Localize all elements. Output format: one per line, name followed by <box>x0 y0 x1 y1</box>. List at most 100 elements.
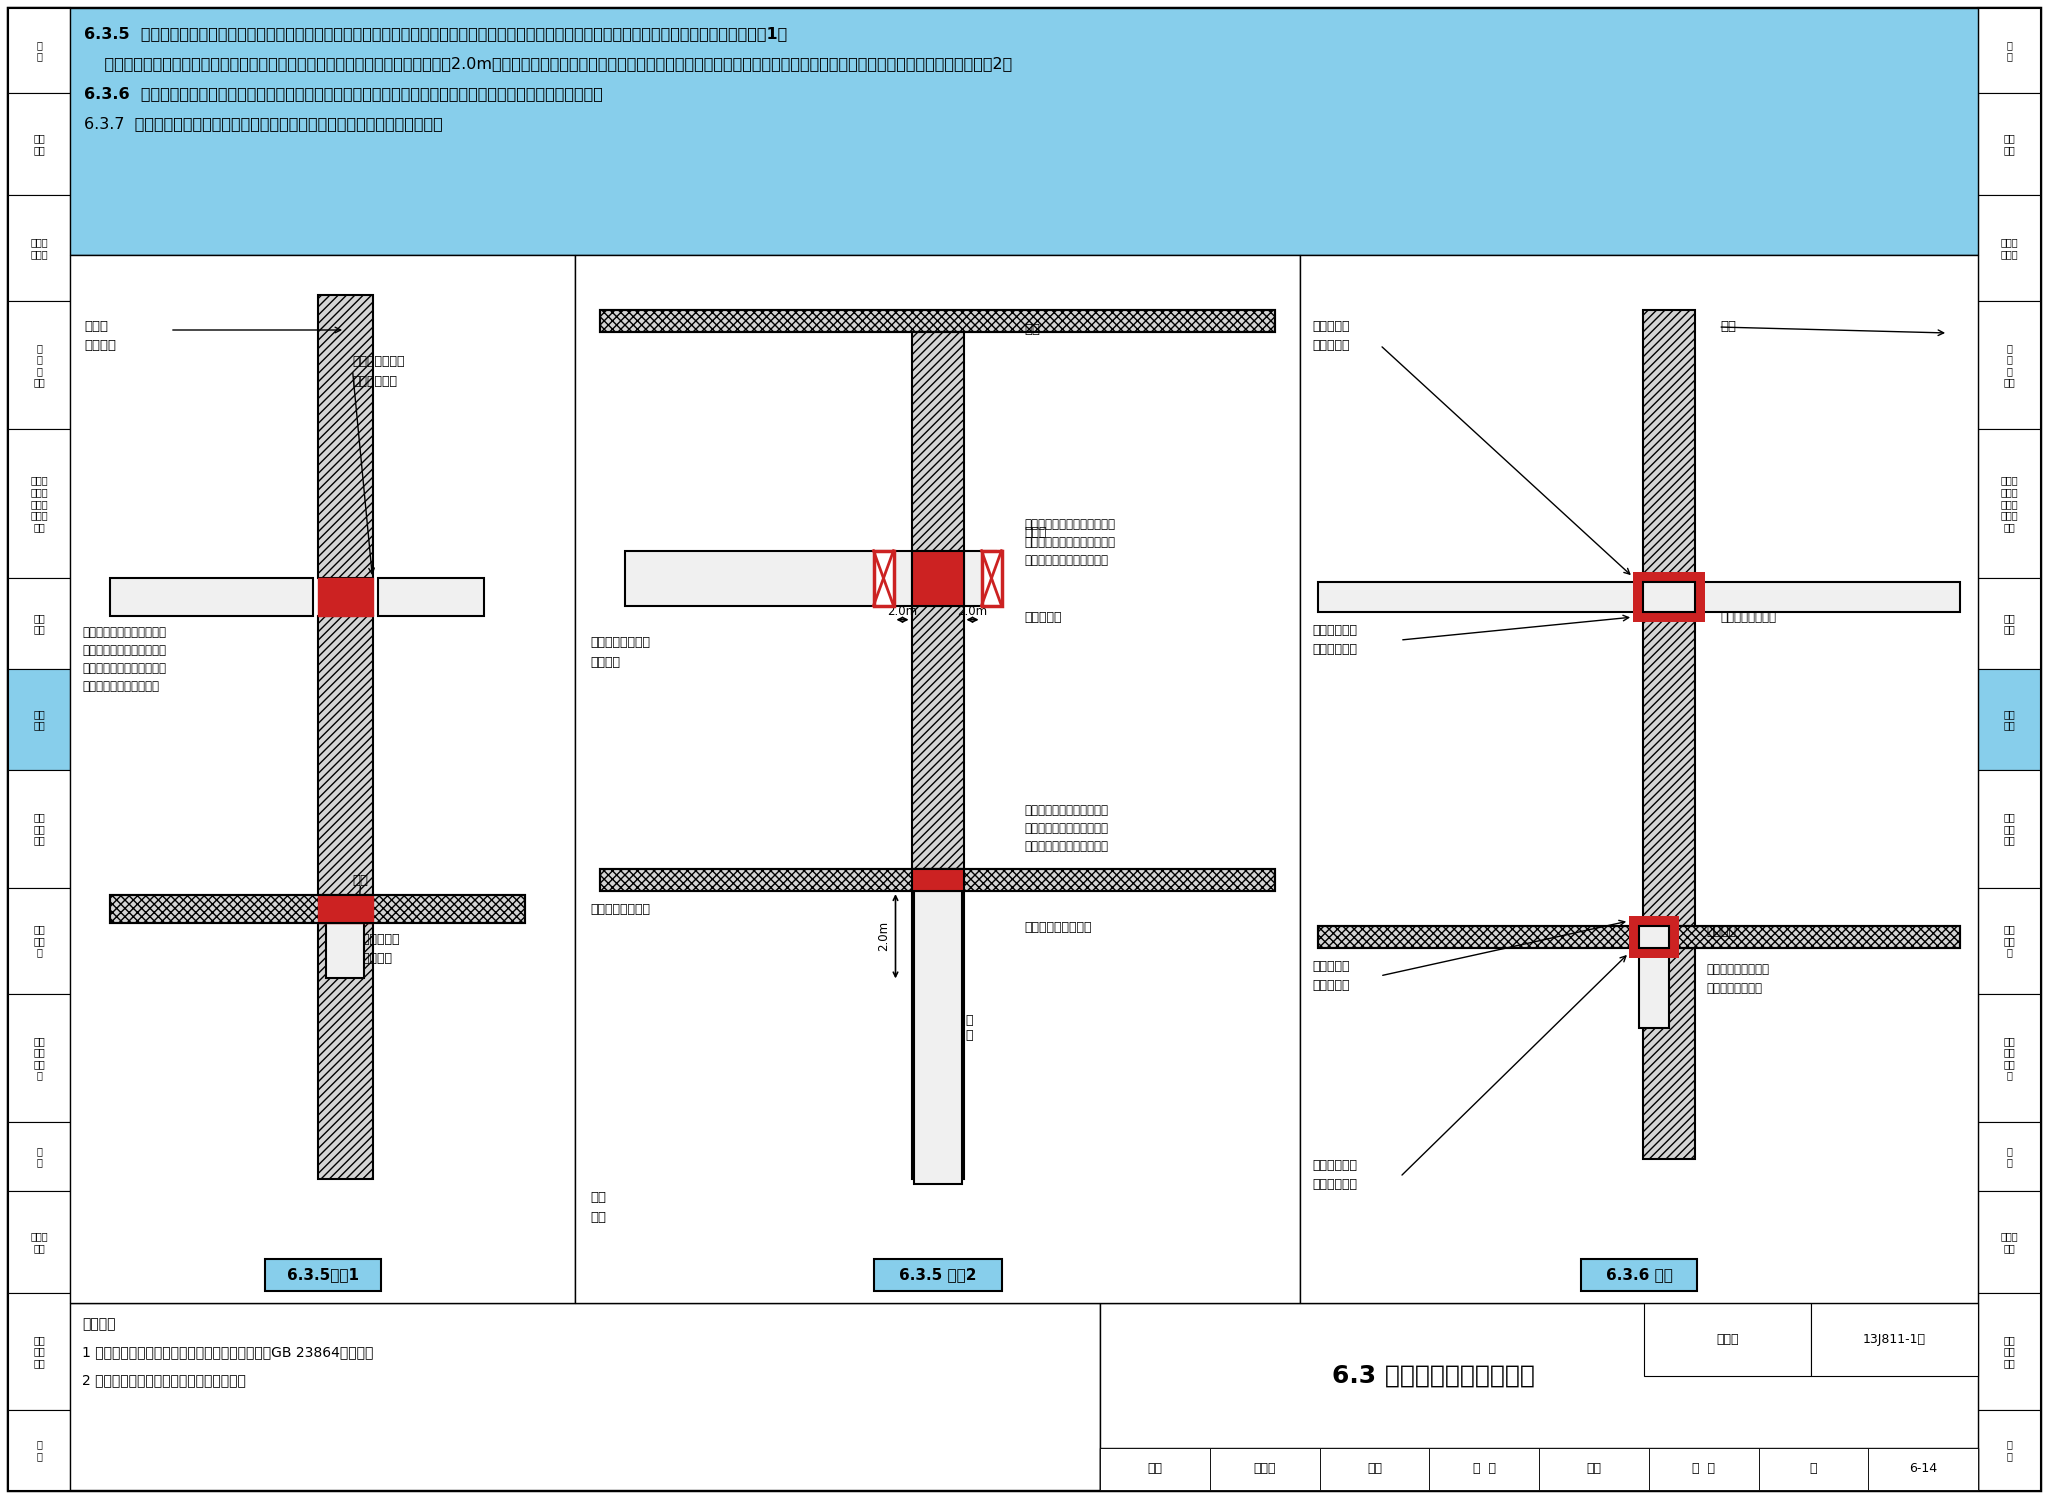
Text: 箍等阻火措施: 箍等阻火措施 <box>1313 1177 1358 1191</box>
Bar <box>70 255 575 1303</box>
Bar <box>1319 926 1960 948</box>
Text: 消防
的设
置: 消防 的设 置 <box>33 924 45 957</box>
Text: 风管: 风管 <box>590 1210 606 1224</box>
Bar <box>600 310 1276 333</box>
Text: 厂
房
和
仓库: 厂 房 和 仓库 <box>33 343 45 388</box>
Text: 电
气: 电 气 <box>2007 1146 2011 1167</box>
Text: 楼板: 楼板 <box>1720 321 1737 333</box>
Bar <box>8 301 70 428</box>
Text: 风管: 风管 <box>1024 324 1040 336</box>
Bar <box>1978 578 2040 670</box>
Text: 6.3.6 图示: 6.3.6 图示 <box>1606 1267 1673 1282</box>
Text: 筑内的其他管道，在穿越防: 筑内的其他管道，在穿越防 <box>82 662 166 676</box>
Text: 防火隔墙: 防火隔墙 <box>1706 924 1737 938</box>
Bar <box>8 578 70 670</box>
Bar <box>911 333 963 551</box>
Bar <box>1978 670 2040 770</box>
Text: 风管穿过防火隔墙、楼板和防火墙时，穿越处风管上的防火阀、排烟防火阀两侧各2.0m范围内的风管应采用耐火风管或风管外壁应采取防火保护措施，且耐火极限不应低于该防火: 风管穿过防火隔墙、楼板和防火墙时，穿越处风管上的防火阀、排烟防火阀两侧各2.0m… <box>84 55 1012 70</box>
Text: 林  菊: 林 菊 <box>1473 1462 1495 1476</box>
Text: 孔隙应采用防火: 孔隙应采用防火 <box>352 355 406 369</box>
Text: 供暖
和空
气调
节: 供暖 和空 气调 节 <box>33 1035 45 1080</box>
Bar <box>317 894 373 923</box>
Text: 灾火
救援
设施: 灾火 救援 设施 <box>33 812 45 845</box>
Bar <box>913 891 961 1183</box>
Text: 13J811-1改: 13J811-1改 <box>1864 1333 1925 1345</box>
Text: 供暖
和空
气调
节: 供暖 和空 气调 节 <box>2003 1035 2015 1080</box>
Text: 采用防火封: 采用防火封 <box>1313 321 1350 333</box>
Bar <box>625 551 911 605</box>
Bar <box>8 1410 70 1491</box>
Text: 城市
交通
隧道: 城市 交通 隧道 <box>33 1335 45 1368</box>
Bar <box>317 923 373 1179</box>
Bar <box>111 894 524 923</box>
Bar <box>1100 1303 1978 1491</box>
Text: 总术符
则语号: 总术符 则语号 <box>31 237 47 259</box>
Bar <box>8 770 70 888</box>
Text: 灾火
救援
设施: 灾火 救援 设施 <box>2003 812 2015 845</box>
Bar <box>8 7 70 1491</box>
Bar <box>1978 428 2040 578</box>
Bar <box>1210 1449 1319 1491</box>
Text: 火隔墙、楼板和防火墙时: 火隔墙、楼板和防火墙时 <box>82 680 160 694</box>
Text: 编制
说明: 编制 说明 <box>33 133 45 154</box>
Text: 孔隙应采用防火: 孔隙应采用防火 <box>348 933 399 945</box>
Text: 6.3.6  建筑内受高温或火焰作用易变形的管道，在其贯穿楼板部位和穿越防火隔墙的两侧宜采取阻火措施。【图示】: 6.3.6 建筑内受高温或火焰作用易变形的管道，在其贯穿楼板部位和穿越防火隔墙的… <box>84 85 602 100</box>
Text: 总术符
则语号: 总术符 则语号 <box>2001 237 2017 259</box>
Text: 箍等阻火措施: 箍等阻火措施 <box>1313 643 1358 656</box>
Bar <box>600 869 1276 891</box>
Bar <box>1978 888 2040 995</box>
Text: 6.3.5 图示2: 6.3.5 图示2 <box>899 1267 977 1282</box>
Text: 火保护措施，且耐火极限不应: 火保护措施，且耐火极限不应 <box>1024 536 1116 550</box>
Bar <box>1430 1449 1538 1491</box>
Bar <box>8 1191 70 1293</box>
Text: 电
气: 电 气 <box>37 1146 41 1167</box>
Bar <box>8 195 70 301</box>
Text: 作用易变形的管道: 作用易变形的管道 <box>1706 981 1763 995</box>
Bar <box>1649 1449 1759 1491</box>
Text: 蔡昭昀: 蔡昭昀 <box>1253 1462 1276 1476</box>
Bar <box>1581 1258 1698 1291</box>
Text: 1 防火封堵材料应符合国家标准《防火封堵材料》GB 23864的要求；: 1 防火封堵材料应符合国家标准《防火封堵材料》GB 23864的要求； <box>82 1345 373 1359</box>
Bar <box>600 869 1276 891</box>
Bar <box>8 7 70 93</box>
Bar <box>111 894 524 923</box>
Text: 防火阀: 防火阀 <box>1024 526 1047 539</box>
Text: 附
录: 附 录 <box>2007 1440 2011 1461</box>
Text: 建筑
构造: 建筑 构造 <box>33 709 45 731</box>
Text: 防火封堵材料封堵: 防火封堵材料封堵 <box>590 903 649 917</box>
Text: 设计: 设计 <box>1587 1462 1602 1476</box>
Text: 防火隔墙: 防火隔墙 <box>590 656 621 668</box>
Text: 目
录: 目 录 <box>2007 40 2011 61</box>
Bar <box>1642 583 1696 613</box>
Text: 编制
说明: 编制 说明 <box>2003 133 2015 154</box>
Text: 楼板: 楼板 <box>590 1191 606 1204</box>
Bar <box>1978 7 2040 93</box>
Text: 图集号: 图集号 <box>1716 1333 1739 1345</box>
Bar <box>8 1293 70 1410</box>
Text: 附
录: 附 录 <box>37 1440 41 1461</box>
Bar <box>1978 770 2040 888</box>
Text: 审核: 审核 <box>1147 1462 1163 1476</box>
Bar <box>1978 7 2040 1491</box>
Text: 防火隔墙: 防火隔墙 <box>84 339 117 352</box>
Text: 校对: 校对 <box>1366 1462 1382 1476</box>
Bar <box>1100 1449 1210 1491</box>
Text: 甲乙丙
丁戊和
邻近碳
材堆建
筑区: 甲乙丙 丁戊和 邻近碳 材堆建 筑区 <box>31 475 47 532</box>
Text: 宜采用防火套: 宜采用防火套 <box>1313 1159 1358 1171</box>
Bar <box>1978 1191 2040 1293</box>
Text: 防火墙: 防火墙 <box>84 321 109 333</box>
Text: 【注释】: 【注释】 <box>82 1317 115 1332</box>
Bar <box>8 995 70 1122</box>
Bar <box>911 605 963 869</box>
Bar <box>1319 1449 1430 1491</box>
Text: 2 防火阀的具体位置应根据实际工程确定。: 2 防火阀的具体位置应根据实际工程确定。 <box>82 1374 246 1387</box>
Text: 气流: 气流 <box>965 574 981 586</box>
Bar <box>111 578 313 616</box>
Text: 楼板: 楼板 <box>352 873 369 887</box>
Text: 空气调节系统中的管道及建: 空气调节系统中的管道及建 <box>82 644 166 658</box>
Text: 采用耐火风管或其外壁采取: 采用耐火风管或其外壁采取 <box>1024 804 1108 818</box>
Text: 木结构
建筑: 木结构 建筑 <box>2001 1231 2017 1252</box>
Bar <box>8 888 70 995</box>
Bar <box>911 891 963 1179</box>
Bar <box>8 428 70 578</box>
